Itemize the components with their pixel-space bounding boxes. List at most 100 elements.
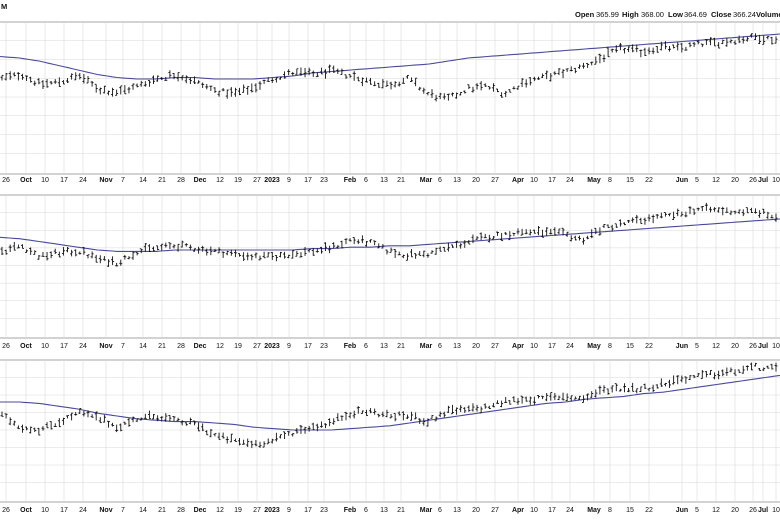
price-bar (594, 227, 598, 235)
price-bar (450, 92, 454, 97)
price-bar (340, 415, 344, 421)
price-bar (655, 213, 659, 219)
price-bar (606, 388, 610, 395)
price-bar (549, 73, 553, 82)
price-bar (676, 208, 680, 217)
price-bar (33, 250, 37, 255)
price-bar (737, 209, 741, 215)
grid-layer (0, 21, 780, 503)
price-bar (704, 371, 708, 378)
price-bar (758, 210, 762, 218)
price-bar (708, 37, 712, 46)
price-bar (410, 248, 414, 258)
price-bar (369, 408, 373, 414)
price-bar (262, 79, 266, 84)
price-bar (98, 417, 102, 424)
x-tick-label: 20 (731, 343, 739, 350)
x-tick-label: 17 (548, 177, 556, 184)
price-bar (324, 242, 328, 252)
price-bar (606, 224, 610, 228)
x-tick-label: 14 (139, 507, 147, 514)
x-tick-label: Jun (676, 343, 688, 350)
x-tick-label: 12 (712, 507, 720, 514)
price-bar (287, 69, 291, 76)
price-bar (377, 413, 381, 418)
price-bar (213, 433, 217, 437)
price-bar (577, 235, 581, 241)
price-bar (455, 240, 459, 248)
price-bar (381, 79, 385, 89)
x-tick-label: Jun (676, 507, 688, 514)
x-tick-label: Mar (420, 177, 433, 184)
price-bar (524, 229, 528, 235)
price-bar (131, 251, 135, 260)
x-tick-label: 17 (548, 507, 556, 514)
x-tick-label: 27 (253, 177, 261, 184)
price-bar (758, 367, 762, 371)
price-bar (528, 396, 532, 405)
x-tick-label: 13 (380, 343, 388, 350)
open-value: 365.99 (596, 10, 619, 19)
x-tick-label: 9 (287, 343, 291, 350)
price-bar (192, 248, 196, 252)
price-bar (29, 426, 33, 434)
price-bar (360, 77, 364, 87)
price-bar (111, 87, 115, 97)
x-tick-label: 6 (364, 343, 368, 350)
price-bar (340, 68, 344, 75)
price-bar (197, 246, 201, 254)
price-bar (250, 254, 254, 261)
price-bar (479, 81, 483, 91)
price-bar (242, 84, 246, 93)
price-bar (311, 247, 315, 256)
price-bar (385, 80, 389, 87)
price-bar (393, 249, 397, 258)
price-bar (33, 80, 37, 86)
price-bar (123, 421, 127, 425)
price-bar (348, 74, 352, 78)
price-bar (446, 405, 450, 414)
moving-average-line (0, 218, 780, 252)
price-bar (106, 259, 110, 268)
x-tick-label: 27 (491, 343, 499, 350)
price-bar (332, 65, 336, 73)
price-bar (258, 81, 262, 90)
price-bar (614, 45, 618, 53)
price-bar (295, 427, 299, 434)
x-tick-label: 7 (121, 177, 125, 184)
price-bar (467, 239, 471, 245)
price-bar (176, 72, 180, 82)
price-bar (561, 69, 565, 79)
price-bar (696, 372, 700, 377)
moving-average-line (0, 374, 780, 431)
x-tick-label: 26 (749, 343, 757, 350)
price-bar (90, 251, 94, 259)
price-bar (635, 44, 639, 53)
price-bar (287, 254, 291, 259)
x-tick-label: 9 (287, 507, 291, 514)
price-bar (737, 35, 741, 44)
price-bar (324, 423, 328, 429)
price-bar (668, 379, 672, 389)
price-bar (405, 414, 409, 420)
price-bar (168, 242, 172, 250)
price-bar (729, 210, 733, 216)
x-tick-label: 21 (158, 343, 166, 350)
x-tick-label: 15 (626, 177, 634, 184)
price-bar (233, 438, 237, 442)
price-bar (119, 85, 123, 95)
price-bar (700, 43, 704, 48)
price-bar (422, 250, 426, 258)
price-bar (111, 422, 115, 427)
price-bar (500, 400, 504, 408)
x-tick-label: Apr (512, 177, 524, 184)
x-tick-label: 6 (438, 343, 442, 350)
price-bar (508, 400, 512, 405)
price-bar (385, 249, 389, 255)
price-bar (610, 385, 614, 393)
x-tick-label: 9 (287, 177, 291, 184)
price-bar (549, 392, 553, 401)
price-bar (147, 244, 151, 252)
price-bar (135, 83, 139, 88)
price-bar (684, 46, 688, 51)
